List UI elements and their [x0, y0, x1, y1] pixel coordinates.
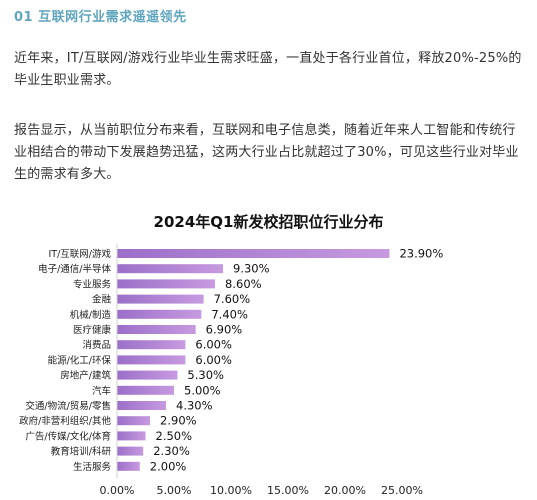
bar [117, 370, 178, 380]
data-label: 9.30% [233, 262, 270, 276]
category-label: IT/互联网/游戏 [48, 248, 111, 260]
data-label: 2.50% [156, 429, 193, 443]
category-label: 汽车 [92, 385, 111, 397]
category-label: 房地产/建筑 [60, 370, 111, 382]
bar [117, 279, 216, 289]
data-label: 5.00% [184, 383, 221, 397]
bar [117, 431, 146, 441]
category-label: 电子/通信/半导体 [38, 263, 111, 275]
data-label: 2.30% [153, 444, 190, 458]
data-label: 6.90% [206, 323, 243, 337]
x-tick-label: 0.00% [100, 484, 135, 497]
category-label: 能源/化工/环保 [48, 354, 112, 366]
bar [117, 355, 186, 365]
data-label: 6.00% [195, 338, 232, 352]
category-label: 金融 [92, 294, 112, 306]
bar [117, 249, 390, 258]
bar [117, 461, 140, 471]
category-label: 教育培训/科研 [51, 446, 112, 458]
bar [117, 340, 186, 350]
bar [117, 325, 196, 334]
bar [117, 264, 224, 274]
data-label: 2.90% [160, 414, 197, 428]
bar [117, 416, 151, 426]
paragraph-intro: 近年来，IT/互联网/游戏行业毕业生需求旺盛，一直处于各行业首位，释放20%-2… [14, 51, 522, 88]
x-tick-label: 25.00% [381, 484, 423, 497]
bar [117, 385, 174, 395]
bar [117, 309, 202, 319]
x-tick-label: 10.00% [210, 484, 252, 497]
data-label: 4.30% [176, 399, 213, 413]
data-label: 8.60% [225, 277, 262, 291]
data-label: 23.90% [399, 247, 443, 261]
bar [117, 446, 144, 456]
paragraph-report: 报告显示，从当前职位分布来看，互联网和电子信息类，随着近年来人工智能和传统行业相… [14, 123, 519, 182]
category-label: 医疗健康 [73, 324, 112, 336]
chart-title: 2024年Q1新发校招职位行业分布 [153, 213, 384, 231]
bar-chart: IT/互联网/游戏 23.90% 电子/通信/半导体 9.30% 专业服务 8.60% 金融… [19, 244, 443, 497]
x-tick-label: 20.00% [324, 484, 366, 497]
category-label: 生活服务 [73, 461, 112, 473]
category-label: 消费品 [82, 339, 111, 351]
category-label: 交通/物流/贸易/零售 [25, 400, 111, 412]
category-label: 广告/传媒/文化/体育 [25, 430, 111, 442]
category-label: 专业服务 [73, 278, 112, 290]
data-label: 6.00% [195, 353, 232, 367]
data-label: 2.00% [150, 459, 187, 473]
data-label: 7.60% [214, 292, 251, 306]
category-label: 政府/非营利组织/其他 [19, 415, 111, 427]
bar [117, 401, 167, 410]
data-label: 7.40% [211, 307, 248, 321]
bar [117, 294, 204, 304]
x-tick-label: 5.00% [157, 484, 192, 497]
category-label: 机械/制造 [70, 309, 112, 321]
x-tick-label: 15.00% [267, 484, 309, 497]
data-label: 5.30% [187, 368, 224, 382]
section-title: 01 互联网行业需求遥遥领先 [14, 10, 187, 25]
